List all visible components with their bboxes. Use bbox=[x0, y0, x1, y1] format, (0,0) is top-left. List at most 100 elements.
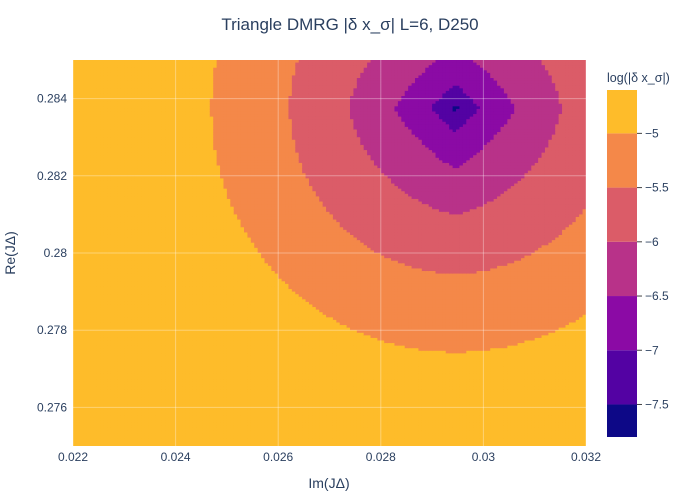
contour-cell bbox=[86, 322, 91, 326]
contour-cell bbox=[93, 345, 98, 349]
contour-cell bbox=[90, 101, 95, 105]
contour-cell bbox=[76, 404, 81, 408]
contour-cell bbox=[83, 103, 88, 107]
contour-cell bbox=[83, 224, 88, 228]
contour-cell bbox=[114, 165, 119, 169]
contour-cell bbox=[90, 301, 95, 306]
contour-cell bbox=[117, 183, 122, 187]
contour-cell bbox=[103, 160, 108, 164]
contour-cell bbox=[100, 83, 105, 87]
contour-cell bbox=[110, 144, 115, 149]
contour-cell bbox=[117, 108, 122, 113]
contour-cell bbox=[76, 443, 81, 446]
contour-cell bbox=[79, 294, 84, 298]
contour-cell bbox=[93, 263, 98, 267]
contour-cell bbox=[100, 186, 105, 190]
contour-cell bbox=[120, 88, 125, 92]
contour-cell bbox=[103, 124, 108, 128]
contour-cell bbox=[100, 268, 105, 272]
contour-cell bbox=[110, 314, 115, 318]
contour-cell bbox=[120, 433, 125, 437]
contour-cell bbox=[114, 152, 119, 156]
contour-cell bbox=[86, 263, 91, 267]
contour-cell bbox=[83, 191, 88, 195]
contour-cell bbox=[114, 286, 119, 290]
contour-cell bbox=[114, 75, 119, 79]
contour-cell bbox=[93, 440, 98, 445]
contour-cell bbox=[114, 299, 119, 303]
contour-cell bbox=[110, 132, 115, 136]
contour-cell bbox=[100, 307, 105, 311]
contour-cell bbox=[83, 72, 88, 77]
contour-cell bbox=[117, 96, 122, 100]
contour-cell bbox=[110, 170, 115, 174]
contour-cell bbox=[76, 260, 81, 264]
contour-cell bbox=[79, 337, 84, 342]
contour-cell bbox=[96, 137, 101, 141]
contour-cell bbox=[96, 193, 101, 197]
contour-cell bbox=[103, 162, 108, 167]
contour-cell bbox=[107, 404, 112, 408]
contour-cell bbox=[110, 345, 115, 349]
contour-cell bbox=[86, 160, 91, 164]
contour-cell bbox=[110, 214, 115, 218]
contour-cell bbox=[73, 317, 78, 321]
contour-cell bbox=[103, 227, 108, 231]
contour-cell bbox=[93, 350, 98, 354]
contour-cell bbox=[73, 273, 78, 277]
contour-cell bbox=[117, 206, 122, 210]
contour-cell bbox=[79, 60, 84, 64]
contour-cell bbox=[73, 309, 78, 313]
contour-cell bbox=[100, 237, 105, 241]
contour-cell bbox=[103, 335, 108, 339]
contour-cell bbox=[93, 294, 98, 298]
contour-cell bbox=[76, 322, 81, 326]
contour-cell bbox=[117, 188, 122, 192]
contour-cell bbox=[73, 291, 78, 295]
contour-cell bbox=[103, 232, 108, 236]
contour-cell bbox=[117, 358, 122, 362]
contour-cell bbox=[83, 132, 88, 136]
contour-cell bbox=[117, 222, 122, 226]
contour-cell bbox=[120, 139, 125, 143]
contour-cell bbox=[110, 402, 115, 406]
contour-cell bbox=[117, 121, 122, 125]
contour-cell bbox=[93, 237, 98, 241]
contour-cell bbox=[86, 394, 91, 398]
contour-cell bbox=[110, 183, 115, 187]
contour-cell bbox=[114, 402, 119, 406]
contour-cell bbox=[110, 373, 115, 378]
contour-cell bbox=[93, 157, 98, 161]
contour-cell bbox=[76, 232, 81, 236]
contour-cell bbox=[90, 433, 95, 437]
contour-cell bbox=[73, 283, 78, 288]
contour-cell bbox=[83, 430, 88, 434]
contour-cell bbox=[114, 240, 119, 244]
contour-cell bbox=[86, 216, 91, 221]
contour-cell bbox=[100, 114, 105, 118]
contour-cell bbox=[76, 368, 81, 372]
contour-cell bbox=[100, 180, 105, 185]
contour-cell bbox=[86, 70, 91, 74]
contour-cell bbox=[79, 312, 84, 316]
contour-cell bbox=[100, 175, 105, 179]
contour-cell bbox=[114, 129, 119, 133]
contour-cell bbox=[83, 75, 88, 79]
contour-cell bbox=[120, 271, 125, 275]
contour-cell bbox=[76, 80, 81, 84]
contour-cell bbox=[114, 72, 119, 77]
contour-cell bbox=[79, 209, 84, 213]
contour-cell bbox=[114, 121, 119, 125]
contour-cell bbox=[120, 260, 125, 264]
contour-cell bbox=[96, 242, 101, 246]
contour-cell bbox=[107, 191, 112, 195]
contour-cell bbox=[76, 188, 81, 192]
contour-cell bbox=[107, 72, 112, 77]
contour-cell bbox=[79, 124, 84, 128]
contour-cell bbox=[79, 65, 84, 69]
contour-cell bbox=[114, 168, 119, 172]
contour-cell bbox=[117, 258, 122, 262]
contour-cell bbox=[110, 152, 115, 156]
contour-cell bbox=[100, 196, 105, 200]
contour-cell bbox=[117, 70, 122, 74]
